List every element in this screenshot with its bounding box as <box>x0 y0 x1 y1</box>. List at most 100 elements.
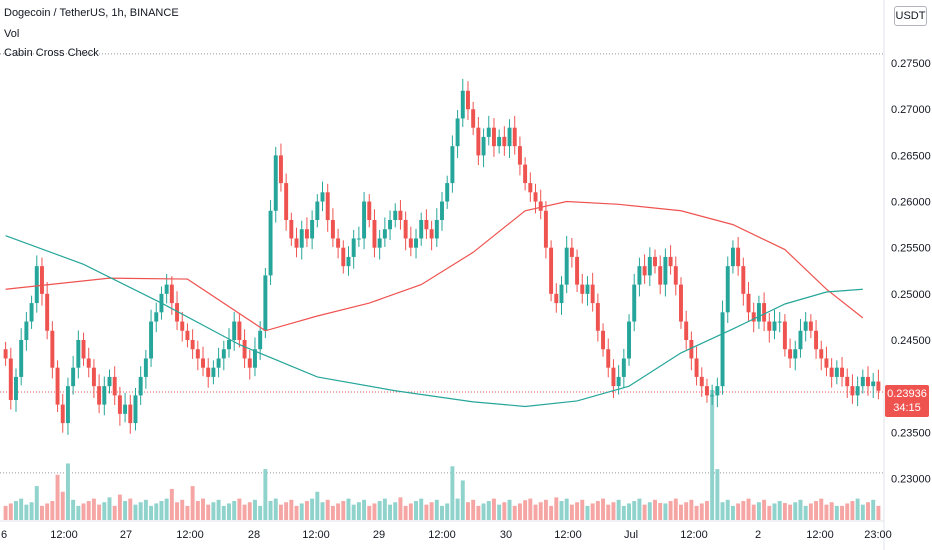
candle-body <box>523 164 528 184</box>
volume-bar <box>367 505 372 520</box>
volume-bar <box>310 498 315 520</box>
volume-bar <box>533 504 538 520</box>
candle-body <box>320 192 325 202</box>
candle-body <box>128 404 133 424</box>
candle-body <box>408 238 413 248</box>
volume-bar <box>336 503 341 520</box>
candle-body <box>772 321 777 331</box>
candle-body <box>278 155 283 184</box>
currency-button[interactable]: USDT <box>894 6 927 26</box>
candle-body <box>840 367 845 377</box>
volume-bar <box>112 505 117 520</box>
candle-body <box>512 127 517 147</box>
volume-bar <box>486 501 491 520</box>
volume-bar <box>107 497 112 520</box>
candle-body <box>195 349 200 359</box>
volume-bar <box>871 499 876 520</box>
volume-bar <box>466 502 470 520</box>
volume-bar <box>227 503 231 520</box>
candle-body <box>575 256 580 285</box>
candle-body <box>517 146 522 165</box>
candle-body <box>793 349 798 359</box>
volume-bar <box>632 501 637 520</box>
volume-bar <box>658 503 663 520</box>
candle-body <box>481 136 486 156</box>
volume-bar <box>273 498 278 520</box>
volume-bar <box>268 501 273 520</box>
volume-bar <box>642 504 647 520</box>
volume-bar <box>377 501 382 520</box>
volume-bar <box>445 503 450 520</box>
volume-bar <box>398 497 403 520</box>
candle-body <box>367 201 372 220</box>
fast-ma-line <box>5 200 864 332</box>
volume-bar <box>471 499 476 520</box>
candle-body <box>382 229 387 239</box>
volume-bar <box>637 498 642 520</box>
volume-bar <box>694 505 699 520</box>
candle-body <box>725 266 730 313</box>
candle-body <box>679 284 683 322</box>
x-tick-label: 30 <box>500 529 512 541</box>
volume-bar <box>736 503 741 520</box>
volume-bar <box>538 502 543 520</box>
cabin-cross-indicator-label[interactable]: Cabin Cross Check <box>4 47 99 59</box>
volume-bar <box>232 501 237 520</box>
volume-bar <box>543 499 548 520</box>
candle-body <box>289 220 294 239</box>
volume-bar <box>481 503 486 520</box>
candle-body <box>486 127 491 137</box>
candle-body <box>746 293 751 313</box>
volume-bar <box>419 498 424 520</box>
candle-body <box>65 386 70 424</box>
candle-body <box>50 330 55 368</box>
volume-bar <box>866 502 870 520</box>
volume-bar <box>330 505 335 520</box>
candle-body <box>585 284 590 294</box>
volume-bar <box>201 498 205 520</box>
y-tick-label: 0.24500 <box>891 335 931 347</box>
x-tick-label: Jul <box>624 529 638 541</box>
candle-body <box>564 247 569 285</box>
volume-bar <box>772 503 777 520</box>
volume-bar <box>284 502 289 520</box>
candle-body <box>663 256 668 285</box>
volume-bar <box>65 463 70 520</box>
volume-bar <box>575 502 580 520</box>
volume-bar <box>845 503 850 520</box>
volume-bar <box>138 502 143 520</box>
volume-bar <box>860 504 865 520</box>
candle-body <box>143 358 148 377</box>
candle-body <box>808 321 813 331</box>
candle-body <box>450 146 455 184</box>
volume-bar <box>175 502 180 520</box>
candle-body <box>580 284 585 294</box>
volume-bar <box>325 499 330 520</box>
candle-body <box>190 340 195 350</box>
candle-body <box>237 321 242 340</box>
candle-body <box>185 330 190 340</box>
volume-bar <box>128 498 133 520</box>
candle-body <box>876 381 881 391</box>
candle-body <box>668 256 673 267</box>
candle-body <box>341 247 346 267</box>
volume-bar <box>601 498 606 520</box>
x-tick-label: 12:00 <box>176 529 204 541</box>
volume-bar <box>746 498 751 520</box>
volume-bar <box>34 486 39 520</box>
volume-bar <box>824 504 829 520</box>
volume-indicator-label[interactable]: Vol <box>4 28 20 40</box>
x-tick-label: 6 <box>1 529 7 541</box>
candle-body <box>29 303 34 322</box>
volume-bar <box>762 499 767 520</box>
volume-bar <box>14 501 18 520</box>
volume-bar <box>382 498 387 520</box>
volume-bar <box>346 498 351 520</box>
candle-body <box>611 367 616 387</box>
candle-body <box>502 136 507 147</box>
candle-body <box>829 367 834 377</box>
volume-bar <box>39 505 44 520</box>
volume-bar <box>793 502 798 520</box>
candle-body <box>627 321 632 359</box>
